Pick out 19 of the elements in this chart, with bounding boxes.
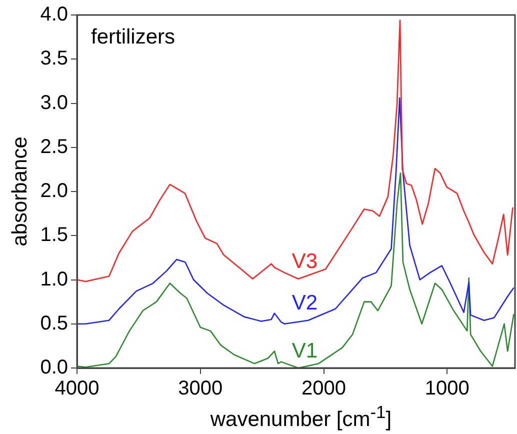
series-label: V3 bbox=[292, 250, 318, 274]
x-axis-title: wavenumber [cm$^{-1}$] bbox=[209, 402, 393, 432]
x-tick-label: 1000 bbox=[424, 378, 470, 400]
x-tick-label: 4000 bbox=[54, 378, 100, 400]
series-label: V1 bbox=[292, 339, 318, 362]
y-tick-label: 2.5 bbox=[40, 136, 68, 158]
y-tick-label: 0.5 bbox=[40, 312, 68, 334]
series-label: V2 bbox=[292, 292, 318, 315]
y-tick-label: 3.5 bbox=[40, 48, 68, 70]
y-tick-label: 4.0 bbox=[40, 4, 68, 26]
y-axis-title: absorbance bbox=[8, 136, 32, 246]
x-tick-label: 3000 bbox=[178, 378, 223, 400]
y-tick-label: 2.0 bbox=[40, 180, 68, 202]
y-tick-label: 1.0 bbox=[40, 268, 68, 290]
annotation: fertilizers bbox=[91, 25, 176, 48]
y-tick-label: 0.0 bbox=[40, 356, 68, 379]
y-tick-label: 3.0 bbox=[40, 92, 68, 114]
y-tick-label: 1.5 bbox=[40, 224, 68, 246]
x-tick-label: 2000 bbox=[302, 378, 346, 400]
